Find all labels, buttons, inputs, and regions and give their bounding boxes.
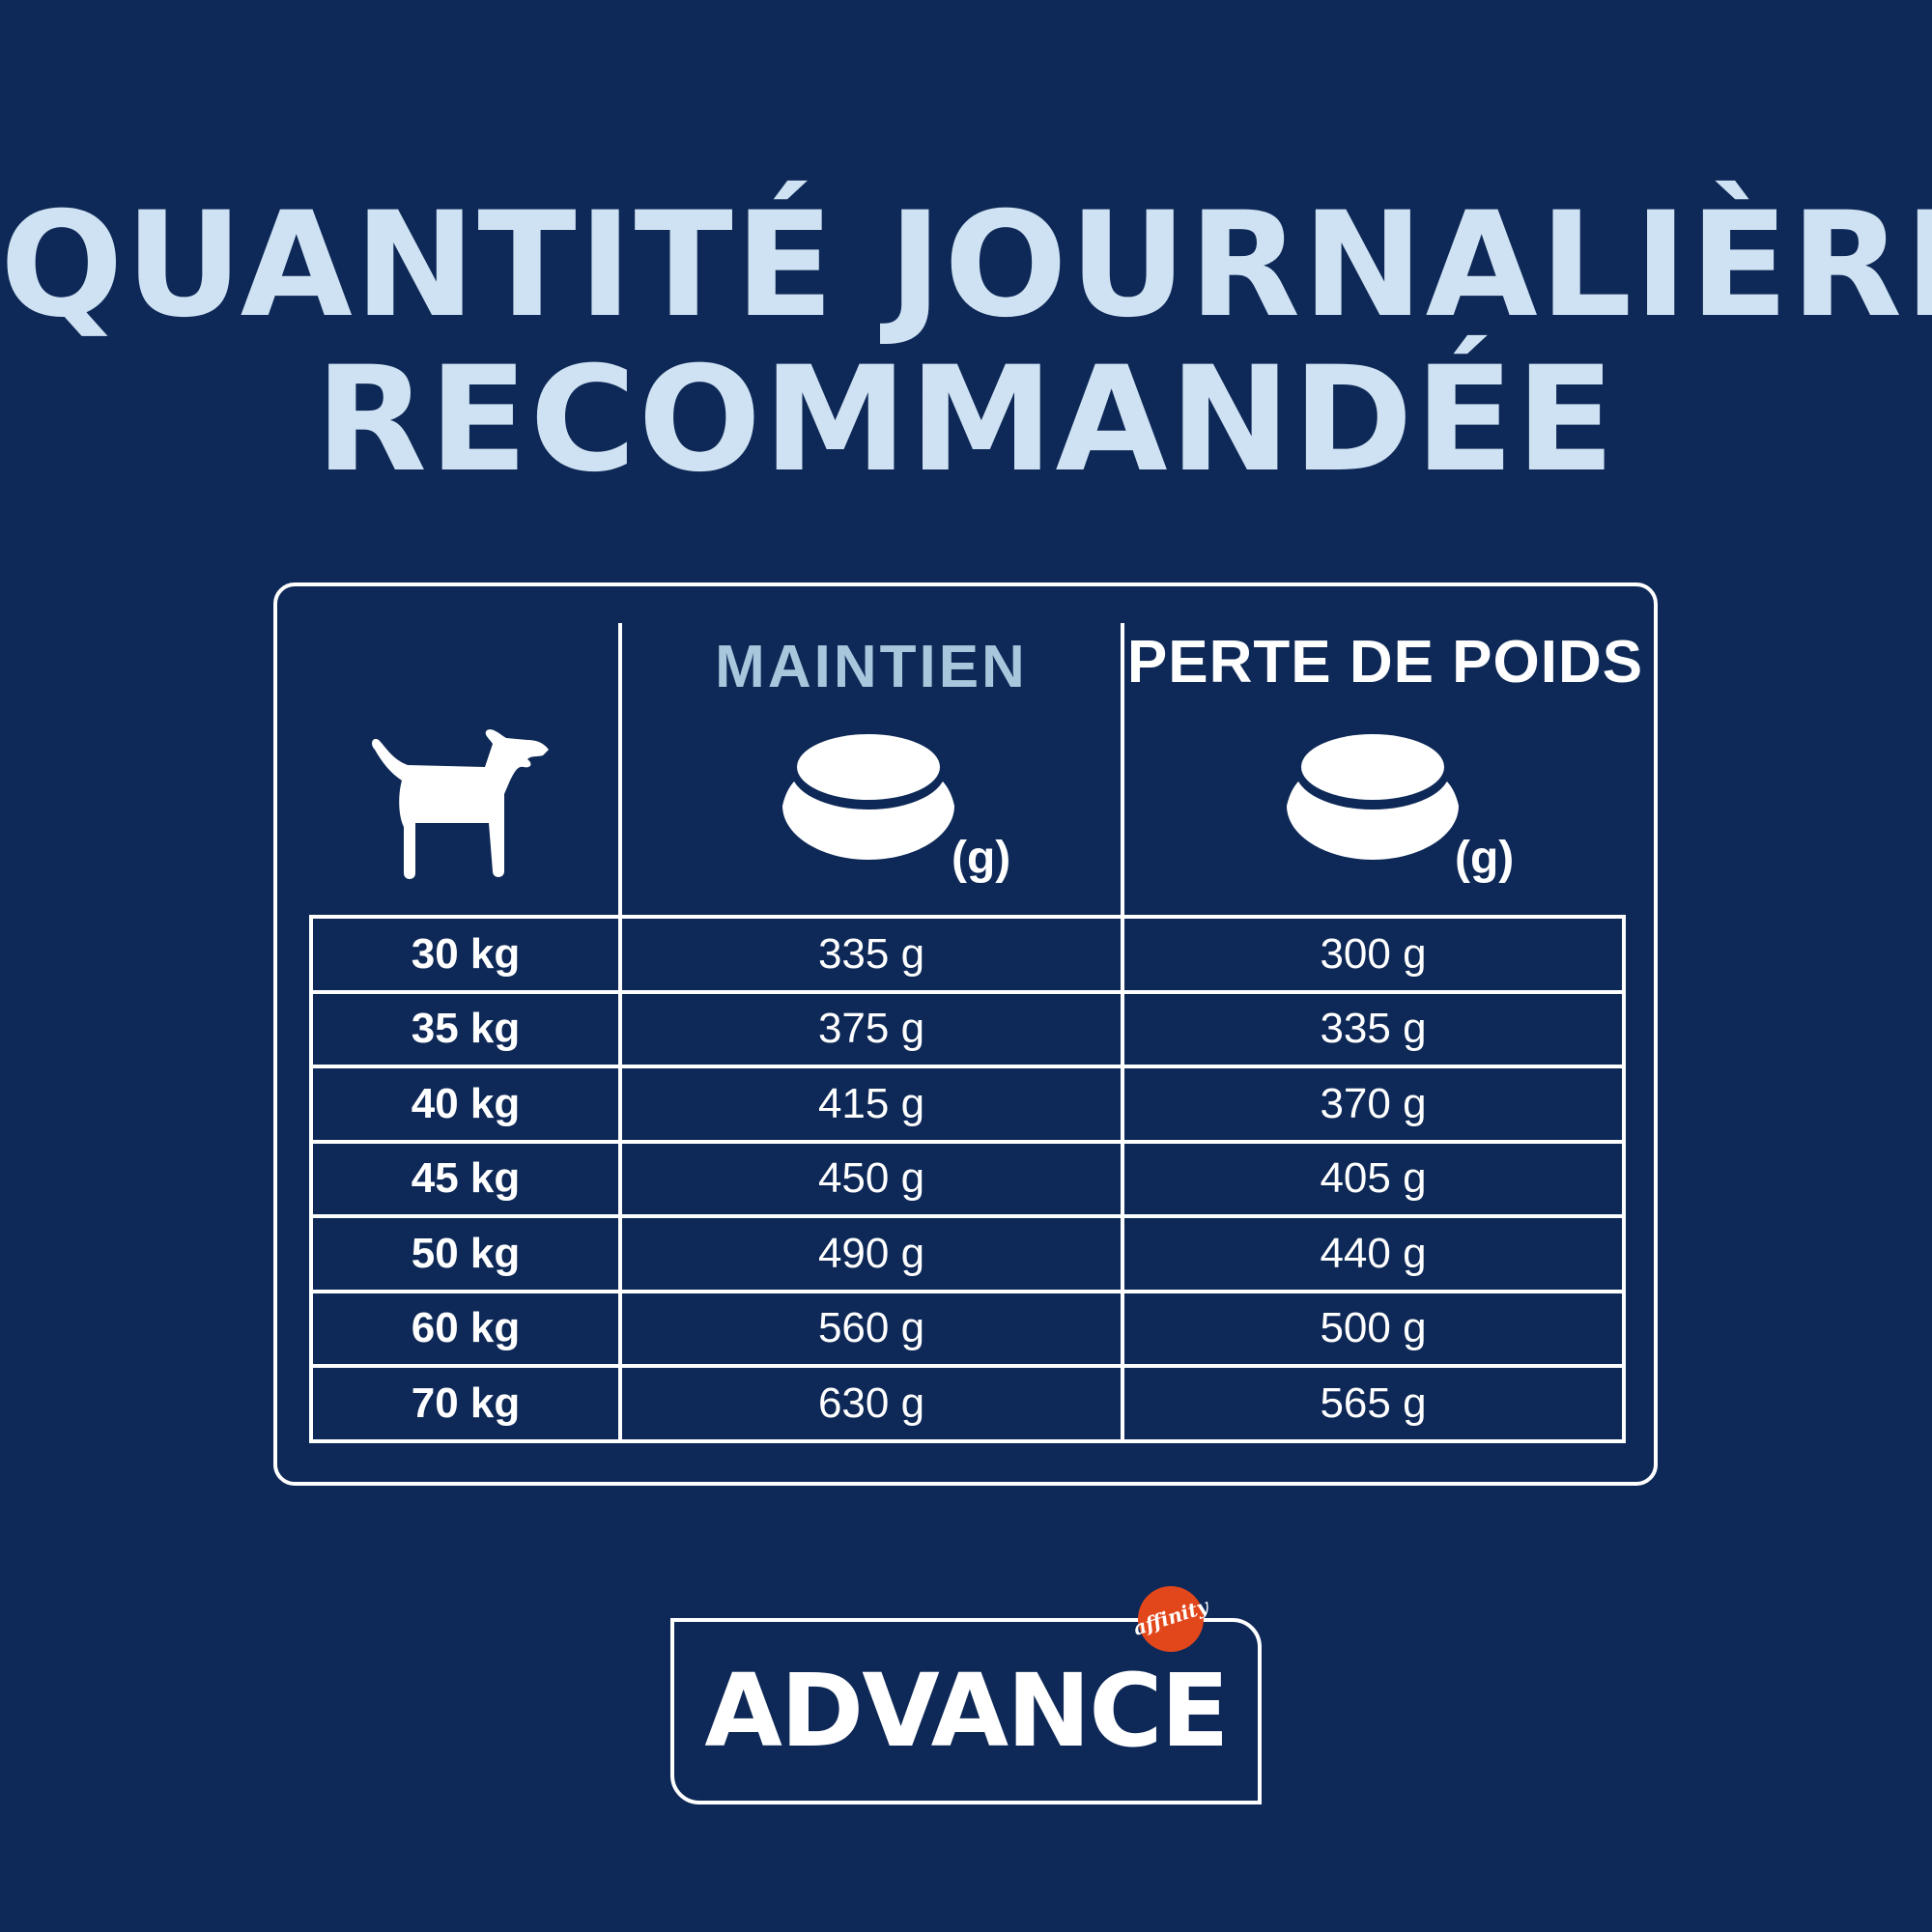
weight-cell: 45 kg [313,1143,622,1214]
weight-loss-unit: (g) [1455,833,1515,884]
brand-name: ADVANCE [704,1652,1229,1770]
food-bowl-icon [1287,732,1459,860]
dog-icon [372,729,549,879]
weight-cell: 50 kg [313,1218,622,1290]
table-row: 40 kg 415 g 370 g [313,1068,1622,1144]
page-title-line2: RECOMMANDÉE [315,336,1617,504]
weight-cell: 70 kg [313,1368,622,1439]
weight-cell: 40 kg [313,1068,622,1140]
affinity-badge-icon [1138,1586,1204,1652]
weight-loss-cell: 405 g [1320,1154,1427,1203]
maintenance-cell: 335 g [622,919,1124,990]
table-row: 60 kg 560 g 500 g [313,1293,1622,1368]
table-row: 45 kg 450 g 405 g [313,1143,1622,1218]
page-title-line1: QUANTITÉ JOURNALIÈRE [0,182,1932,350]
maintenance-cell: 450 g [622,1143,1124,1214]
table-row: 50 kg 490 g 440 g [313,1218,1622,1293]
table-row: 35 kg 375 g 335 g [313,993,1622,1068]
maintenance-cell: 490 g [622,1218,1124,1290]
weight-loss-cell: 440 g [1320,1229,1427,1277]
feeding-table: 30 kg 335 g 300 g 35 kg 375 g 335 g 40 k… [309,915,1626,1443]
weight-loss-header: PERTE DE POIDS [1126,629,1644,696]
weight-loss-cell: 335 g [1320,1005,1427,1053]
header-divider-2 [1121,623,1124,915]
maintenance-cell: 375 g [622,993,1124,1065]
food-bowl-icon [782,732,954,860]
weight-cell: 30 kg [313,919,622,990]
maintenance-cell: 560 g [622,1293,1124,1364]
table-row: 70 kg 630 g 565 g [313,1368,1622,1439]
weight-loss-cell: 300 g [1320,929,1427,978]
weight-cell: 35 kg [313,993,622,1065]
weight-cell: 60 kg [313,1293,622,1364]
maintenance-unit: (g) [952,833,1011,884]
maintenance-cell: 630 g [622,1368,1124,1439]
weight-loss-cell: 565 g [1320,1379,1427,1427]
maintenance-cell: 415 g [622,1068,1124,1140]
weight-loss-cell: 370 g [1320,1079,1427,1127]
maintenance-header: MAINTIEN [715,634,1028,700]
table-row: 30 kg 335 g 300 g [313,919,1622,994]
header-divider-1 [618,623,622,915]
weight-loss-cell: 500 g [1320,1304,1427,1352]
table-frame [273,582,1658,1486]
brand-logo: ADVANCE [670,1618,1262,1804]
